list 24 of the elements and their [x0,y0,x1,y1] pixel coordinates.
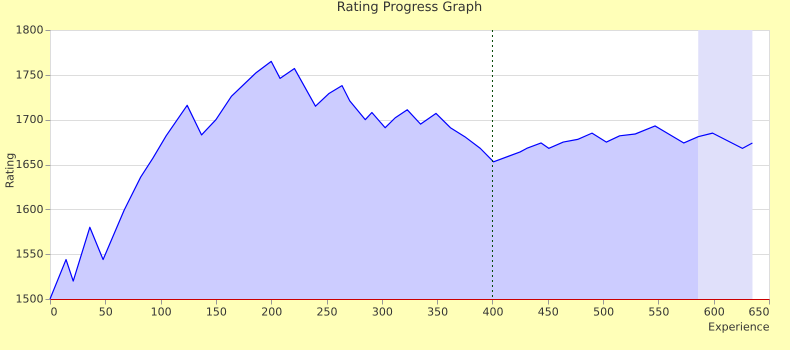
x-tick-label: 200 [261,306,282,318]
x-tick-label: 450 [538,306,559,318]
y-tick-label: 1750 [16,68,44,82]
x-tick-label: 50 [98,306,113,318]
x-tick-label: 650 [748,306,770,318]
x-tick-label: 500 [593,306,614,318]
y-tick-label: 1800 [16,24,44,36]
x-tick-label: 0 [50,306,58,318]
x-tick-label: 100 [150,306,172,318]
x-tick-label: 300 [372,306,393,318]
y-tick-label: 1550 [16,248,44,261]
y-tick-label: 1700 [16,113,44,126]
chart-title: Rating Progress Graph [336,0,482,15]
x-tick-label: 400 [482,306,504,318]
x-tick-label: 250 [316,306,338,318]
y-tick-label: 1600 [16,202,44,216]
y-axis-title: Rating [4,152,16,188]
x-tick-label: 600 [704,306,725,318]
x-tick-label: 550 [648,306,670,318]
x-axis-title: Experience [708,320,770,334]
x-tick-label: 350 [427,306,448,318]
y-tick-label: 1650 [16,158,44,171]
y-tick-label: 1500 [16,292,44,306]
x-tick-label: 150 [206,306,227,318]
